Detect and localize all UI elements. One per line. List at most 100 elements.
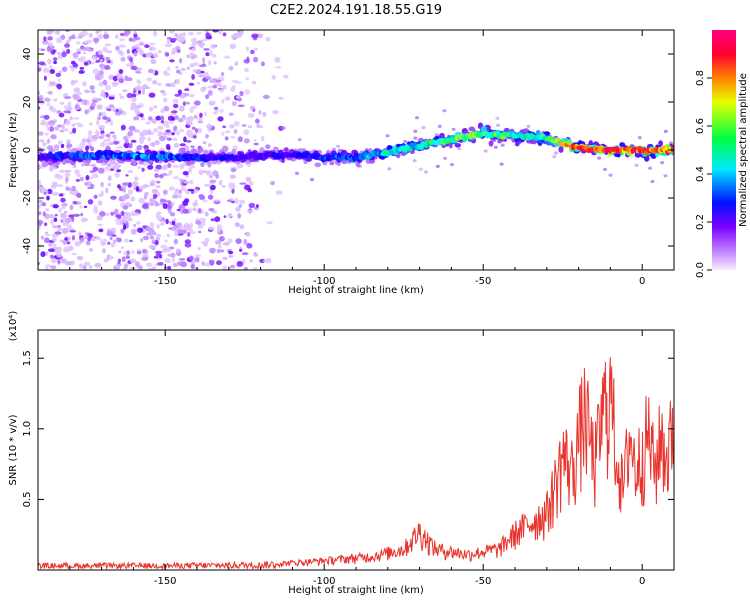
noise-blob bbox=[206, 184, 212, 187]
noise-blob bbox=[231, 187, 235, 194]
noise-blob bbox=[162, 203, 168, 210]
noise-blob bbox=[118, 250, 122, 254]
noise-blob bbox=[38, 248, 41, 252]
noise-blob bbox=[121, 256, 126, 263]
noise-blob bbox=[141, 85, 146, 89]
noise-blob bbox=[175, 188, 179, 192]
noise-blob bbox=[101, 248, 107, 254]
noise-blob bbox=[243, 129, 250, 136]
noise-blob bbox=[46, 58, 52, 65]
noise-blob bbox=[99, 111, 107, 117]
noise-blob bbox=[98, 193, 104, 198]
noise-blob bbox=[75, 41, 81, 45]
noise-blob bbox=[187, 188, 195, 192]
noise-blob bbox=[95, 59, 100, 63]
noise-blob bbox=[64, 169, 72, 173]
noise-blob bbox=[156, 211, 162, 215]
noise-blob bbox=[177, 117, 185, 122]
noise-blob bbox=[203, 38, 208, 42]
noise-blob bbox=[211, 53, 217, 58]
noise-blob bbox=[109, 236, 113, 241]
noise-blob bbox=[64, 96, 72, 100]
noise-blob bbox=[203, 86, 207, 90]
noise-blob bbox=[56, 252, 62, 258]
noise-blob bbox=[50, 134, 57, 140]
noise-blob bbox=[168, 30, 175, 34]
noise-blob bbox=[179, 226, 185, 230]
noise-blob bbox=[237, 104, 245, 108]
noise-blob bbox=[500, 143, 505, 147]
noise-blob bbox=[183, 145, 189, 149]
noise-blob bbox=[173, 142, 180, 148]
spectrogram-panel: -150 -100 -50 0 -40 -20 0 20 40 Height of straig… bbox=[8, 29, 675, 296]
noise-blob bbox=[174, 33, 178, 37]
noise-blob bbox=[254, 47, 258, 51]
noise-blob bbox=[150, 59, 157, 65]
noise-blob bbox=[209, 174, 213, 179]
noise-blob bbox=[190, 55, 195, 60]
noise-blob bbox=[192, 202, 198, 207]
noise-blob bbox=[194, 257, 200, 263]
noise-blob bbox=[109, 94, 116, 97]
noise-blob bbox=[169, 212, 176, 217]
noise-blob bbox=[206, 123, 213, 130]
noise-blob bbox=[45, 233, 51, 237]
noise-blob bbox=[212, 84, 217, 89]
noise-blob bbox=[110, 195, 117, 200]
noise-blob bbox=[134, 176, 139, 182]
noise-blob bbox=[190, 44, 196, 48]
noise-blob bbox=[239, 224, 245, 230]
noise-blob bbox=[221, 98, 225, 104]
noise-blob bbox=[92, 68, 100, 75]
noise-blob bbox=[42, 67, 50, 73]
noise-blob bbox=[119, 32, 125, 37]
noise-blob bbox=[149, 197, 156, 203]
noise-blob bbox=[499, 162, 504, 166]
noise-blob bbox=[147, 129, 151, 135]
noise-blob bbox=[195, 220, 202, 225]
noise-blob bbox=[148, 92, 156, 98]
noise-blob bbox=[239, 248, 243, 252]
noise-blob bbox=[50, 184, 57, 189]
noise-blob bbox=[168, 186, 175, 191]
noise-blob bbox=[100, 141, 106, 148]
noise-blob bbox=[102, 79, 108, 86]
ridge-blob bbox=[221, 145, 229, 153]
noise-blob bbox=[218, 30, 223, 35]
noise-blob bbox=[42, 211, 46, 217]
noise-blob bbox=[108, 74, 114, 80]
noise-blob bbox=[185, 228, 192, 232]
noise-blob bbox=[200, 241, 208, 245]
noise-blob bbox=[171, 220, 176, 226]
x-tick-label: -150 bbox=[154, 576, 177, 587]
noise-blob bbox=[172, 164, 180, 168]
noise-blob bbox=[114, 208, 119, 215]
noise-blob bbox=[171, 257, 175, 263]
noise-blob bbox=[96, 120, 100, 126]
x-tick-label: 0 bbox=[639, 276, 645, 287]
noise-blob bbox=[281, 126, 286, 130]
noise-blob bbox=[137, 227, 144, 233]
noise-blob bbox=[66, 48, 71, 55]
noise-blob bbox=[49, 65, 53, 69]
noise-blob bbox=[193, 114, 198, 119]
noise-blob bbox=[78, 70, 85, 74]
noise-blob bbox=[253, 206, 259, 211]
noise-blob bbox=[56, 85, 62, 88]
noise-blob bbox=[83, 162, 91, 167]
noise-blob bbox=[171, 82, 176, 88]
noise-blob bbox=[199, 217, 207, 223]
noise-blob bbox=[166, 205, 173, 210]
noise-blob bbox=[74, 79, 78, 84]
noise-blob bbox=[147, 227, 155, 233]
noise-blob bbox=[116, 169, 122, 173]
noise-blob bbox=[44, 231, 49, 234]
noise-blob bbox=[199, 112, 203, 118]
noise-blob bbox=[49, 69, 55, 74]
x-tick-label: -100 bbox=[313, 576, 336, 587]
noise-blob bbox=[160, 223, 165, 226]
noise-blob bbox=[266, 221, 273, 225]
noise-blob bbox=[178, 189, 182, 194]
noise-blob bbox=[235, 81, 242, 84]
noise-blob bbox=[51, 233, 59, 238]
